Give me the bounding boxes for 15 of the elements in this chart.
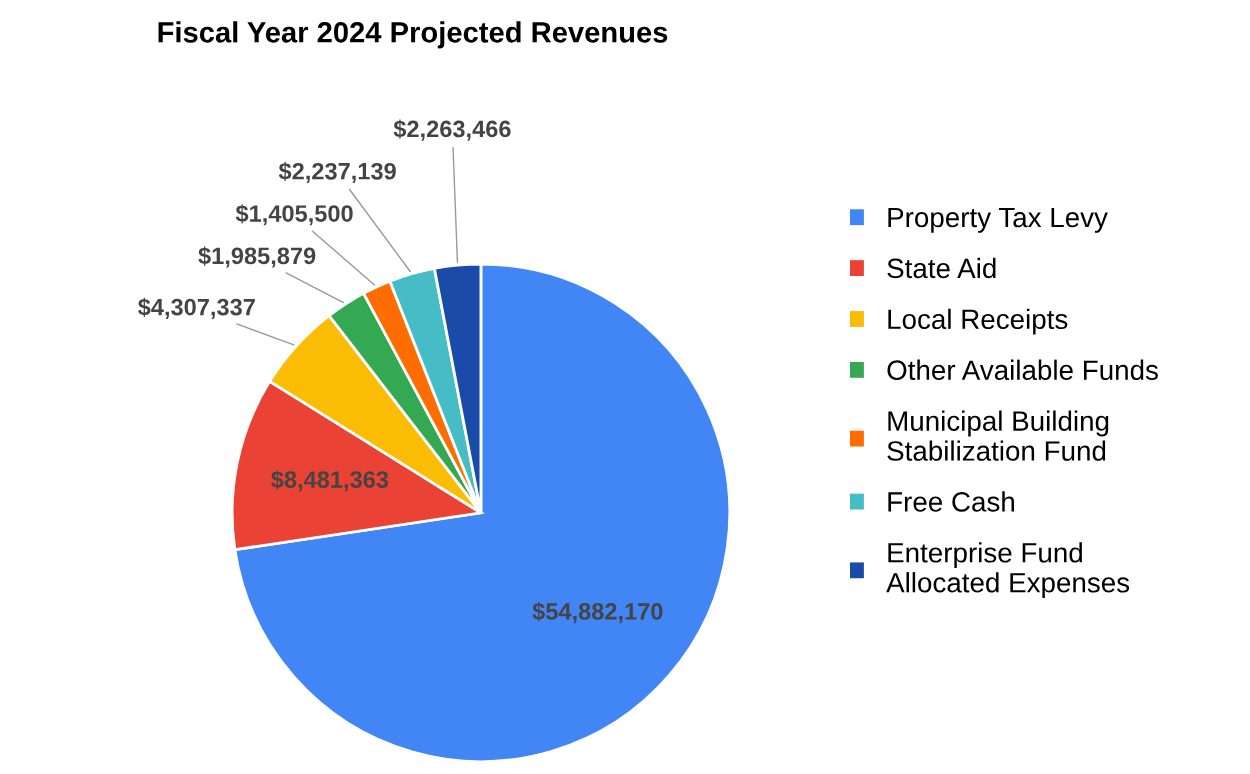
legend-label: Other Available Funds bbox=[887, 359, 1158, 381]
data-label: $8,481,363 bbox=[271, 470, 389, 492]
legend-label: Local Receipts bbox=[888, 308, 1068, 335]
data-label: $2,237,139 bbox=[278, 161, 396, 184]
data-label: $1,985,879 bbox=[198, 246, 316, 268]
legend-label: Property Tax Levy bbox=[888, 207, 1108, 233]
data-label: $2,263,466 bbox=[393, 119, 511, 141]
legend-label: Enterprise Fund Allocated Expenses bbox=[886, 542, 1130, 599]
data-label: $4,307,337 bbox=[138, 297, 255, 319]
legend-label: Municipal Building Stabilization Fund bbox=[887, 410, 1109, 461]
legend-label: State Aid bbox=[887, 257, 996, 279]
chart-title: Fiscal Year 2024 Projected Revenues bbox=[158, 21, 668, 49]
legend-label: Free Cash bbox=[888, 491, 1014, 512]
data-label: $1,405,500 bbox=[235, 204, 353, 226]
data-label: $54,882,170 bbox=[532, 602, 663, 624]
